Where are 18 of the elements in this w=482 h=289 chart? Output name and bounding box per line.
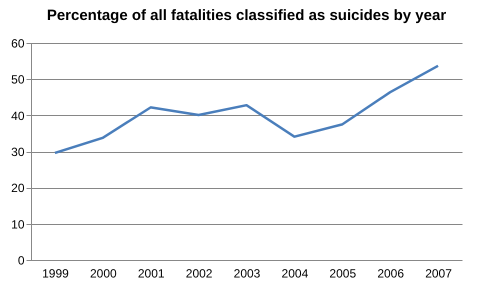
y-tick-label: 10 <box>11 217 25 232</box>
y-tick-label: 0 <box>18 254 25 268</box>
x-tick-label: 1999 <box>42 266 70 280</box>
y-tick-label: 50 <box>11 72 25 87</box>
line-series <box>54 64 440 154</box>
x-tick-label: 2003 <box>234 266 261 280</box>
y-tick-label: 60 <box>11 36 25 50</box>
y-tick-label: 20 <box>11 181 25 196</box>
x-tick-label: 2005 <box>329 266 356 280</box>
x-tick-label: 2006 <box>377 266 404 280</box>
chart-title: Percentage of all fatalities classified as suicides by year <box>46 7 446 24</box>
x-tick-label: 2002 <box>186 266 213 280</box>
x-tick-label: 2000 <box>90 266 118 280</box>
x-tick-label: 2001 <box>138 266 165 280</box>
y-tick-label: 40 <box>11 108 25 123</box>
x-tick-label: 2007 <box>425 266 452 280</box>
y-tick-label: 30 <box>11 145 25 159</box>
x-tick-label: 2004 <box>282 266 309 280</box>
